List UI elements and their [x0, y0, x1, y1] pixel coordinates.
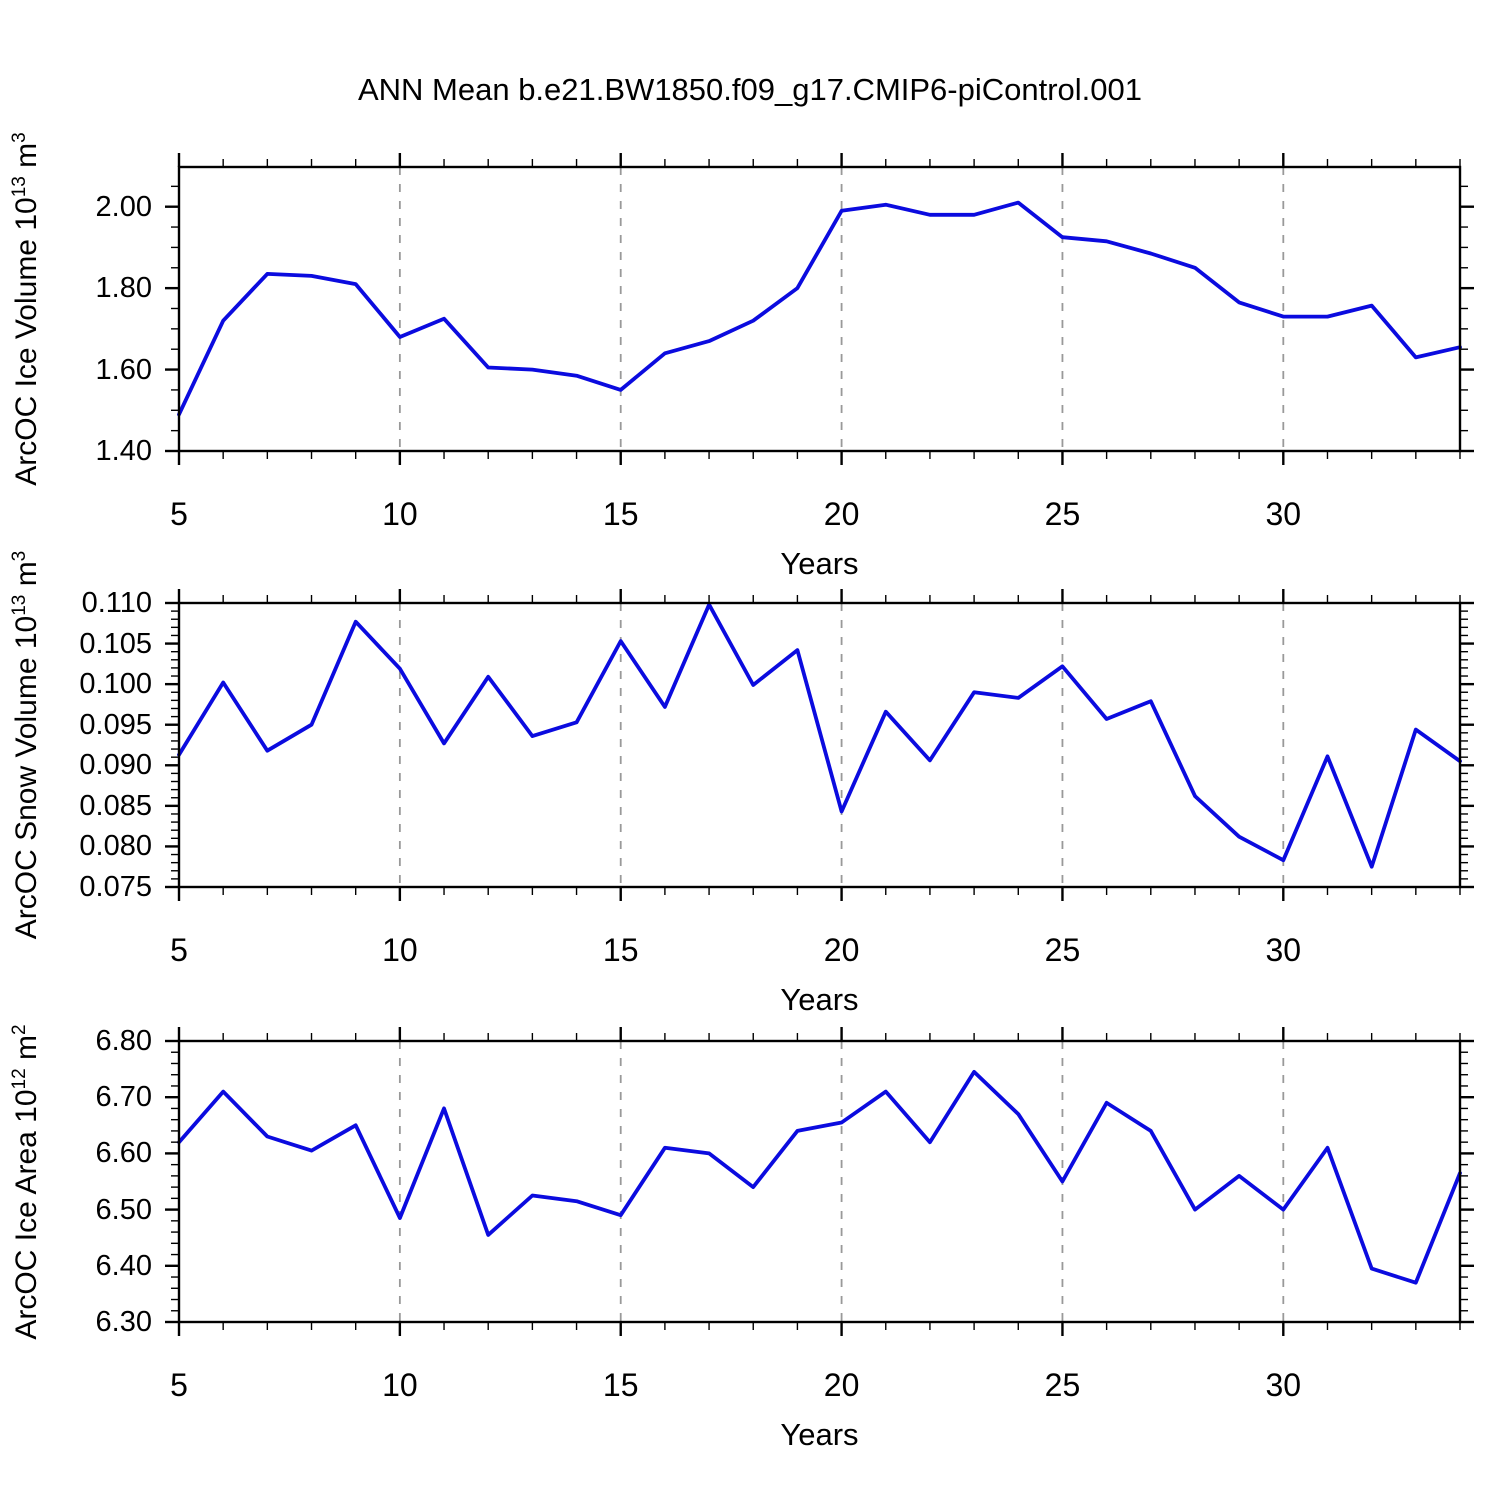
- x-tick-label: 30: [1265, 932, 1302, 968]
- y-tick-label: 0.110: [81, 587, 152, 619]
- x-tick-label: 25: [1044, 496, 1081, 532]
- ice-volume-series-line: [177, 200, 1462, 417]
- y-tick-label: 0.085: [79, 789, 152, 822]
- x-tick-label: 5: [170, 1367, 188, 1403]
- y-tick-label: 6.50: [95, 1193, 152, 1226]
- x-tick-label: 30: [1265, 1367, 1302, 1403]
- y-tick-label: 6.30: [95, 1306, 152, 1338]
- y-tick-label: 6.70: [95, 1081, 152, 1114]
- x-tick-label: 20: [823, 932, 860, 968]
- y-tick-label: 0.075: [79, 871, 152, 903]
- snow-volume-x-axis-title: Years: [780, 982, 859, 1017]
- ice-area-y-axis-title: ArcOC Ice Area 1012 m2: [9, 1023, 43, 1340]
- plot-frame: [177, 1039, 1462, 1324]
- plot-frame: [177, 165, 1462, 453]
- x-tick-label: 5: [170, 932, 188, 968]
- x-tick-label: 15: [602, 932, 639, 968]
- y-tick-label: 0.100: [79, 668, 152, 701]
- y-tick-label: 0.095: [79, 708, 152, 741]
- ice-volume-x-axis-title: Years: [780, 546, 859, 581]
- y-tick-label: 6.40: [95, 1249, 152, 1282]
- ice-volume-y-axis-title: ArcOC Ice Volume 1013 m3: [9, 132, 43, 486]
- y-tick-label: 1.40: [95, 435, 152, 467]
- y-tick-label: 0.105: [79, 627, 152, 660]
- x-tick-label: 30: [1265, 496, 1302, 532]
- y-tick-label: 0.090: [79, 749, 152, 782]
- ice-area-series-line: [177, 1070, 1462, 1285]
- plot-frame: [177, 601, 1462, 889]
- y-tick-label: 6.80: [95, 1025, 152, 1057]
- x-tick-label: 20: [823, 1367, 860, 1403]
- x-tick-label: 20: [823, 496, 860, 532]
- y-tick-label: 0.080: [79, 830, 152, 863]
- y-tick-label: 2.00: [95, 190, 152, 223]
- x-tick-label: 25: [1044, 932, 1081, 968]
- x-tick-label: 5: [170, 496, 188, 532]
- ice-area-x-axis-title: Years: [780, 1417, 859, 1452]
- figure-title: ANN Mean b.e21.BW1850.f09_g17.CMIP6-piCo…: [357, 72, 1143, 107]
- x-tick-label: 25: [1044, 1367, 1081, 1403]
- y-tick-label: 1.60: [95, 353, 152, 386]
- x-tick-label: 10: [382, 1367, 418, 1403]
- y-tick-label: 6.60: [95, 1137, 152, 1170]
- x-tick-label: 15: [602, 496, 639, 532]
- x-tick-label: 10: [382, 496, 418, 532]
- x-tick-label: 10: [382, 932, 418, 968]
- y-tick-label: 1.80: [95, 272, 152, 305]
- snow-volume-series-line: [177, 602, 1462, 869]
- x-tick-label: 15: [602, 1367, 639, 1403]
